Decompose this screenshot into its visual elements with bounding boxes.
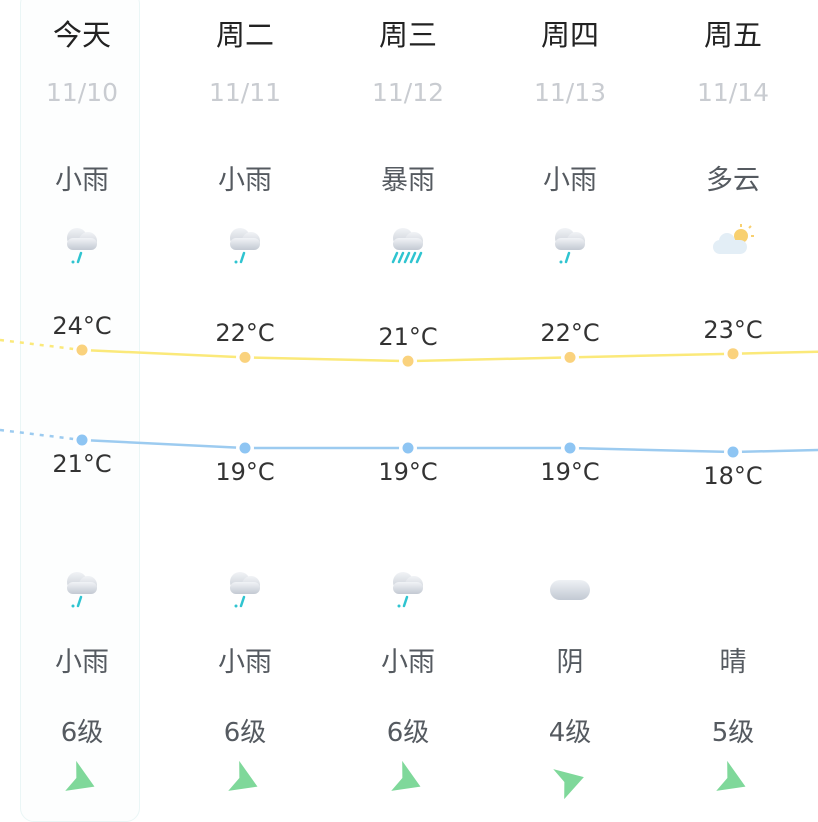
forecast-day-0[interactable]: 今天 11/10 小雨 小雨 6级 — [1, 0, 164, 800]
high-dot — [727, 348, 739, 360]
high-temp-label: 22°C — [540, 319, 600, 348]
high-dot — [564, 351, 576, 363]
low-dot — [564, 442, 576, 454]
day-weather: 小雨 — [218, 165, 272, 196]
wind-direction-icon — [1, 760, 164, 800]
wind-level: 4级 — [548, 718, 592, 748]
day-date: 11/12 — [371, 78, 445, 107]
light-rain-icon — [327, 564, 490, 614]
low-temp-label: 19°C — [540, 458, 600, 486]
day-date: 11/13 — [533, 78, 607, 107]
light-rain-icon — [1, 220, 164, 270]
wind-level: 6级 — [223, 718, 267, 748]
wind-direction-icon — [652, 760, 815, 800]
night-weather: 晴 — [719, 647, 747, 678]
day-name: 周四 — [540, 18, 599, 52]
light-rain-icon — [489, 220, 652, 270]
wind-level: 5级 — [711, 718, 755, 748]
high-temp-label: 24°C — [52, 312, 112, 340]
light-rain-icon — [164, 564, 327, 614]
day-name: 周五 — [703, 18, 762, 52]
wind-direction-icon — [164, 760, 327, 800]
forecast-day-1[interactable]: 周二 11/11 小雨 小雨 6级 — [164, 0, 327, 800]
high-temp-label: 22°C — [215, 319, 275, 348]
low-dot — [76, 434, 88, 446]
day-name: 周二 — [215, 18, 274, 52]
low-line — [81, 438, 818, 454]
low-temp-label: 18°C — [703, 462, 763, 490]
light-rain-icon — [1, 564, 164, 614]
moon-icon — [652, 564, 815, 614]
forecast-day-4[interactable]: 周五 11/14 多云 晴 5级 — [652, 0, 815, 800]
day-date: 11/10 — [45, 78, 119, 107]
high-temp-label: 23°C — [703, 315, 763, 344]
day-name: 周三 — [378, 18, 437, 52]
low-temp-label: 21°C — [52, 450, 112, 478]
forecast-day-2[interactable]: 周三 11/12 暴雨 小雨 6级 — [327, 0, 490, 800]
day-date: 11/14 — [696, 78, 770, 107]
overcast-icon — [489, 564, 652, 614]
high-dot — [239, 351, 251, 363]
day-name: 今天 — [52, 18, 111, 52]
low-dot — [402, 442, 414, 454]
wind-direction-icon — [327, 760, 490, 800]
heavy-rain-icon — [327, 220, 490, 270]
today-highlight — [20, 0, 140, 822]
day-weather: 小雨 — [543, 165, 597, 196]
high-line-past — [0, 338, 83, 352]
low-temp-label: 19°C — [215, 458, 275, 486]
night-weather: 小雨 — [218, 647, 272, 678]
forecast-day-3[interactable]: 周四 11/13 小雨 阴 4级 — [489, 0, 652, 800]
day-date: 11/11 — [208, 78, 282, 107]
wind-level: 6级 — [60, 718, 104, 748]
low-temp-label: 19°C — [378, 458, 438, 486]
day-weather: 暴雨 — [381, 165, 435, 196]
high-dot — [402, 355, 414, 367]
night-weather: 小雨 — [381, 647, 435, 678]
day-weather: 多云 — [706, 165, 760, 196]
high-temp-label: 21°C — [378, 323, 438, 352]
wind-level: 6级 — [386, 718, 430, 748]
wind-direction-icon — [489, 760, 652, 800]
partly-cloudy-icon — [652, 220, 815, 270]
low-line-past — [0, 428, 83, 442]
low-dot — [239, 442, 251, 454]
light-rain-icon — [164, 220, 327, 270]
night-weather: 小雨 — [55, 647, 109, 678]
day-weather: 小雨 — [55, 165, 109, 196]
high-line — [81, 348, 818, 363]
high-dot — [76, 344, 88, 356]
low-dot — [727, 446, 739, 458]
temperature-chart — [0, 338, 818, 458]
night-weather: 阴 — [556, 647, 584, 678]
